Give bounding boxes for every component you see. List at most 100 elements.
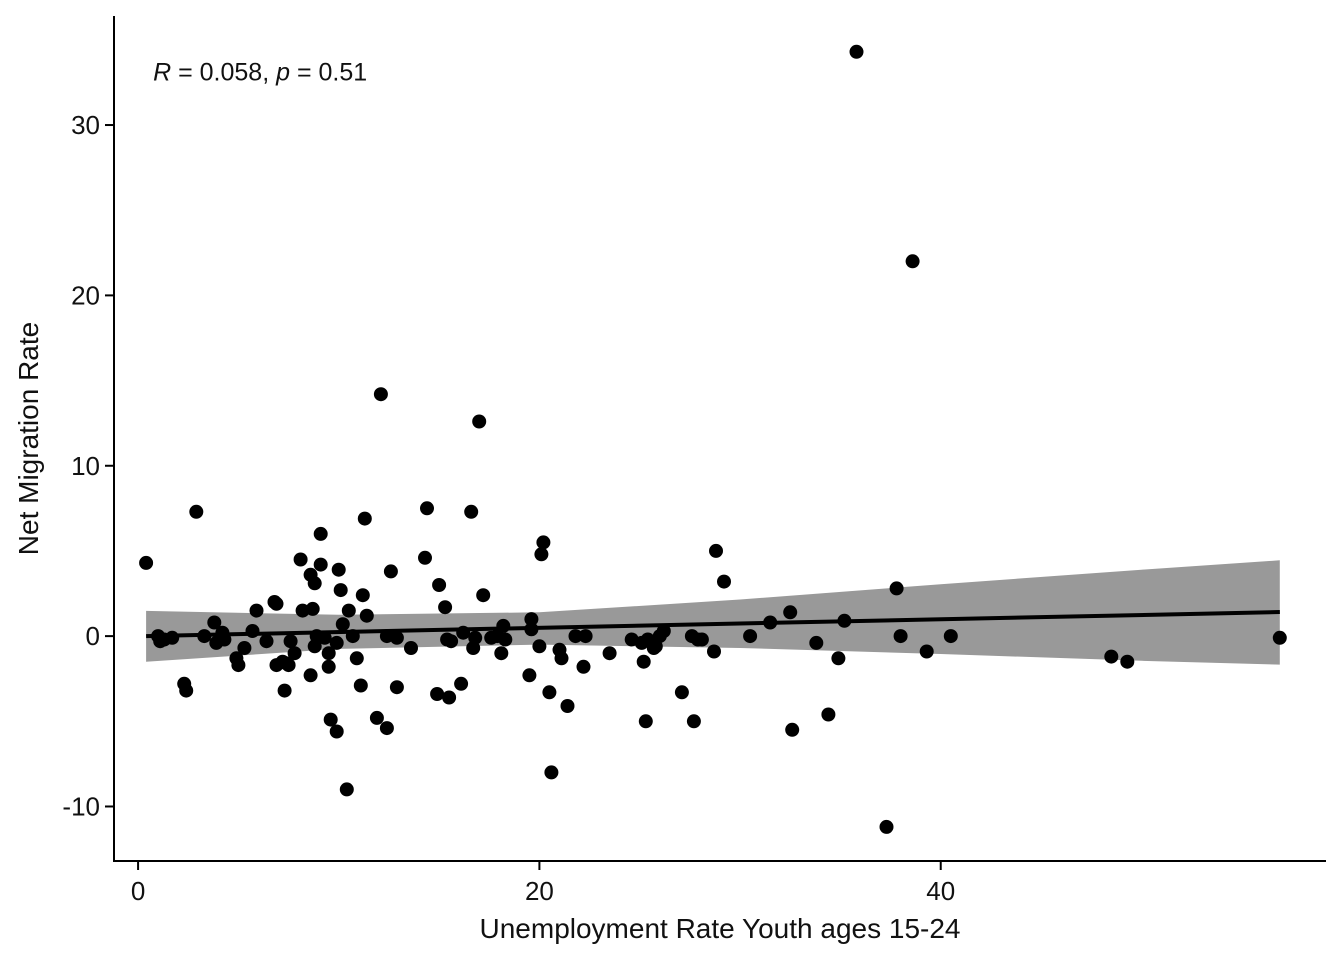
data-point <box>602 646 617 661</box>
data-point <box>656 624 671 638</box>
data-point <box>303 668 318 683</box>
data-point <box>432 578 447 592</box>
data-point <box>231 658 246 673</box>
data-point <box>444 634 459 649</box>
x-tick-label: 20 <box>525 876 554 906</box>
data-point <box>879 819 894 834</box>
data-point <box>494 646 509 661</box>
data-point <box>709 543 723 558</box>
data-point <box>905 254 920 269</box>
data-point <box>524 622 539 637</box>
correlation-annotation: R = 0.058, p = 0.51 <box>153 59 367 87</box>
regression-line-layer <box>146 610 1280 639</box>
data-point <box>331 562 346 577</box>
data-point <box>522 668 537 683</box>
data-point <box>532 639 547 654</box>
data-point <box>1104 649 1119 664</box>
data-point <box>269 596 284 611</box>
data-point <box>197 629 212 644</box>
x-axis-title: Unemployment Rate Youth ages 15-24 <box>480 913 961 944</box>
data-point <box>369 710 384 725</box>
data-point <box>1272 630 1287 645</box>
data-point <box>329 635 344 650</box>
data-point <box>418 550 432 565</box>
data-point <box>442 690 457 705</box>
data-point <box>534 547 549 562</box>
data-points-layer <box>139 44 1287 834</box>
data-point <box>420 501 434 516</box>
data-point <box>783 605 798 620</box>
y-tick-label: 30 <box>71 110 100 140</box>
confidence-band-layer <box>146 560 1280 665</box>
r-symbol: R <box>153 59 171 87</box>
p-symbol: p <box>275 59 290 87</box>
data-point <box>498 632 513 647</box>
data-point <box>313 526 328 541</box>
data-point <box>743 629 758 644</box>
data-point <box>674 685 689 700</box>
data-point <box>496 618 511 633</box>
data-point <box>943 629 958 644</box>
data-point <box>809 635 824 650</box>
y-axis-title: Net Migration Rate <box>13 322 44 555</box>
regression-line <box>146 610 1280 639</box>
data-point <box>524 612 539 627</box>
data-point <box>357 511 372 526</box>
data-point <box>707 644 721 659</box>
data-point <box>889 581 904 596</box>
data-point <box>542 685 557 700</box>
data-point <box>139 555 154 570</box>
data-point <box>389 680 404 695</box>
y-tick-label: 0 <box>86 621 100 651</box>
data-point <box>893 629 908 644</box>
data-point <box>259 634 274 649</box>
data-point <box>430 687 445 701</box>
data-point <box>189 504 204 519</box>
data-point <box>544 765 559 780</box>
data-point <box>638 714 653 729</box>
data-point <box>560 699 575 713</box>
data-point <box>339 782 354 797</box>
data-point <box>281 658 296 673</box>
data-point <box>321 659 336 674</box>
data-point <box>353 678 368 693</box>
data-point <box>456 625 471 640</box>
data-point <box>359 608 374 623</box>
confidence-band <box>146 560 1280 665</box>
data-point <box>468 630 483 645</box>
data-point <box>568 629 583 644</box>
data-point <box>472 414 487 429</box>
data-point <box>333 583 348 598</box>
data-point <box>821 707 836 722</box>
data-point <box>578 629 593 644</box>
data-point <box>179 683 194 698</box>
data-point <box>636 654 651 669</box>
data-point <box>237 641 252 655</box>
data-point <box>349 651 364 666</box>
data-point <box>321 646 336 661</box>
data-point <box>313 557 328 572</box>
data-point <box>283 634 298 649</box>
axes-layer: 0 20 40 -10 0 10 20 30 <box>62 16 1326 906</box>
data-point <box>307 576 322 591</box>
p-value: = 0.51 <box>290 59 367 87</box>
data-point <box>849 44 864 59</box>
r-value: = 0.058, <box>171 59 276 87</box>
data-point <box>355 588 370 603</box>
data-point <box>464 504 479 519</box>
data-point <box>554 651 569 666</box>
data-point <box>277 683 292 698</box>
data-point <box>323 712 338 727</box>
data-point <box>373 387 388 402</box>
data-point <box>686 714 701 729</box>
data-point <box>293 552 308 567</box>
data-point <box>763 615 778 630</box>
data-point <box>919 644 934 659</box>
data-point <box>379 721 394 736</box>
data-point <box>207 615 222 630</box>
data-point <box>287 646 302 661</box>
data-point <box>476 588 491 603</box>
x-tick-label: 40 <box>926 876 955 906</box>
data-point <box>341 603 356 618</box>
